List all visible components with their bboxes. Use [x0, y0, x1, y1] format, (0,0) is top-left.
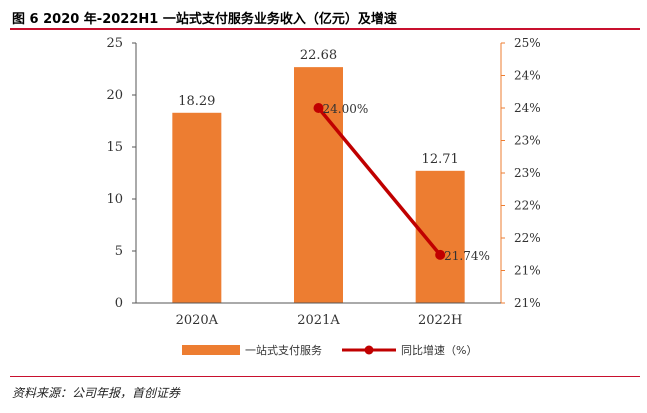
axis-layer: 0 5 10 15 20 25 21% 21% 22% 22% 23% 23% 24% 24% 25% 202…: [106, 36, 540, 328]
legend: 一站式支付服务 同比增速（%）: [182, 343, 477, 357]
right-tick-label: 23%: [514, 134, 541, 148]
right-tick-label: 22%: [514, 231, 541, 245]
legend-swatch-marker: [364, 345, 374, 355]
chart-title: 图 6 2020 年-2022H1 一站式支付服务业务收入（亿元）及增速: [12, 12, 397, 27]
right-tick-label: 21%: [514, 296, 541, 310]
right-tick-label: 24%: [514, 101, 541, 115]
left-tick-label: 20: [106, 88, 123, 103]
category-label: 2020A: [176, 313, 219, 328]
left-tick-label: 15: [106, 140, 123, 155]
category-label: 2021A: [297, 313, 340, 328]
title-divider: [10, 28, 640, 30]
right-tick-label: 21%: [514, 264, 541, 278]
bar-value-label: 22.68: [300, 48, 337, 63]
source-note: 资料来源：公司年报，首创证券: [12, 386, 181, 400]
right-tick-label: 24%: [514, 69, 541, 83]
growth-value-label: 24.00%: [323, 102, 369, 116]
left-tick-label: 25: [106, 36, 123, 51]
footer-divider: [10, 376, 640, 377]
left-tick-label: 10: [106, 192, 123, 207]
growth-marker: [435, 249, 446, 260]
right-tick-label: 22%: [514, 199, 541, 213]
bar-value-label: 18.29: [178, 94, 215, 109]
growth-value-label: 21.74%: [444, 249, 490, 263]
line-layer: 24.00% 21.74%: [313, 102, 490, 263]
legend-label-line: 同比增速（%）: [401, 343, 477, 357]
left-tick-label: 5: [115, 244, 123, 259]
left-tick-label: 0: [115, 296, 123, 311]
category-label: 2022H: [418, 313, 462, 328]
legend-label-bar: 一站式支付服务: [245, 343, 322, 357]
right-tick-label: 23%: [514, 166, 541, 180]
bar-value-label: 12.71: [422, 152, 459, 167]
legend-swatch-bar: [182, 345, 240, 355]
bar-2020A: [172, 112, 222, 303]
bar-layer: 18.29 22.68 12.71: [172, 48, 465, 304]
growth-marker: [313, 103, 324, 113]
right-tick-label: 25%: [514, 36, 541, 50]
growth-line: [317, 106, 442, 257]
